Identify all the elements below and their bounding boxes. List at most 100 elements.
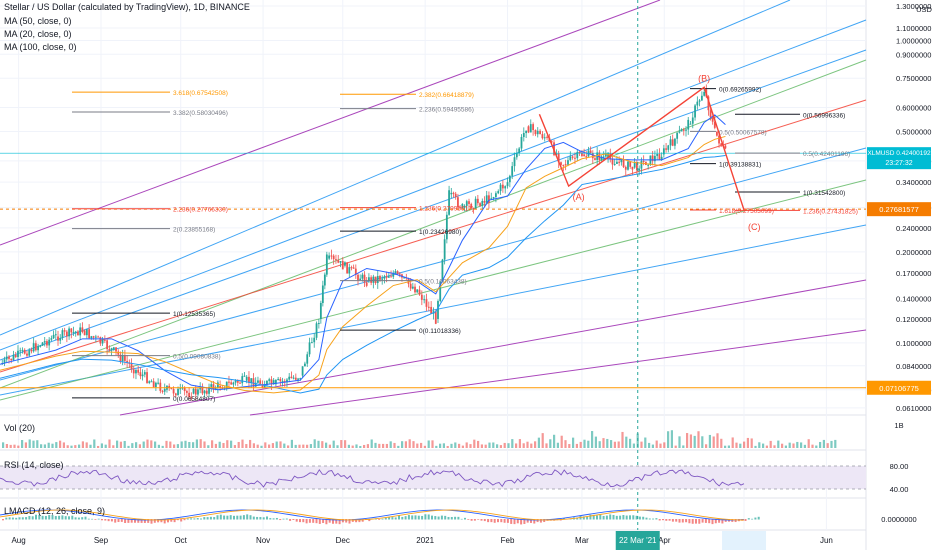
volume-bar xyxy=(598,441,601,448)
candle xyxy=(192,388,195,394)
candle xyxy=(26,353,28,356)
candle xyxy=(461,203,464,209)
macd-histogram-bar xyxy=(401,516,404,520)
macd-histogram-bar xyxy=(275,517,278,520)
macd-legend[interactable]: LMACD (12, 26, close, 9) xyxy=(4,506,106,516)
volume-bar xyxy=(385,443,388,448)
macd-histogram-bar xyxy=(74,517,77,520)
volume-bar xyxy=(9,444,12,448)
volume-bar xyxy=(591,431,594,448)
volume-bar xyxy=(784,445,787,448)
volume-bar xyxy=(488,442,491,448)
candle xyxy=(308,342,311,355)
candle xyxy=(301,366,304,376)
candle xyxy=(534,129,537,135)
candle xyxy=(297,378,299,380)
candle xyxy=(452,192,455,194)
candle xyxy=(299,378,302,380)
candle xyxy=(65,331,68,337)
volume-bar xyxy=(62,442,65,448)
volume-bar xyxy=(287,445,290,448)
macd-histogram-bar xyxy=(698,519,701,524)
candle xyxy=(270,379,273,385)
chart-title: Stellar / US Dollar (calculated by Tradi… xyxy=(4,2,250,12)
time-axis-label: Aug xyxy=(11,536,25,545)
macd-histogram-bar xyxy=(454,516,457,520)
macd-histogram-bar xyxy=(5,517,8,520)
pitchfork-line xyxy=(249,329,867,416)
candle xyxy=(674,138,676,146)
candle xyxy=(354,268,357,275)
candle xyxy=(416,289,419,293)
macd-histogram-bar xyxy=(642,516,645,520)
macd-histogram-bar xyxy=(117,519,120,523)
macd-histogram-bar xyxy=(289,519,292,521)
fib-label: 0.5(0.09080838) xyxy=(173,354,221,361)
volume-bar xyxy=(180,441,183,448)
volume-bar xyxy=(769,440,772,448)
volume-bar xyxy=(765,445,768,448)
candle xyxy=(199,387,202,390)
volume-bar xyxy=(450,443,453,448)
marker-2-tag: 0.07106775 xyxy=(879,384,919,393)
candle xyxy=(423,299,426,301)
volume-bar xyxy=(112,445,115,448)
ma50-legend[interactable]: MA (50, close, 0) xyxy=(4,16,72,26)
macd-histogram-bar xyxy=(635,515,638,520)
pitchfork-line xyxy=(0,49,867,361)
fib-label: 0.5(0.50067578) xyxy=(719,129,767,136)
macd-histogram-bar xyxy=(414,515,417,520)
macd-histogram-bar xyxy=(629,515,631,520)
candle xyxy=(275,379,277,385)
macd-histogram-bar xyxy=(64,516,67,520)
vol-legend[interactable]: Vol (20) xyxy=(4,423,36,433)
volume-bar xyxy=(32,440,35,448)
volume-bar xyxy=(93,439,96,448)
candle xyxy=(221,388,224,390)
ma100-legend[interactable]: MA (100, close, 0) xyxy=(4,42,77,52)
volume-bar xyxy=(423,445,426,448)
macd-histogram-bar xyxy=(302,519,305,523)
ma20-legend[interactable]: MA (20, close, 0) xyxy=(4,29,72,39)
volume-bar xyxy=(123,440,126,448)
candle xyxy=(370,277,373,283)
time-axis-label: Oct xyxy=(174,536,187,545)
candle xyxy=(711,117,714,122)
macd-histogram-bar xyxy=(196,518,199,520)
volume-bar xyxy=(712,436,715,448)
candle xyxy=(306,354,309,364)
candle xyxy=(481,200,484,206)
volume-bar xyxy=(427,440,430,448)
time-axis-label: Jun xyxy=(820,536,833,545)
candle xyxy=(205,390,208,394)
volume-bar xyxy=(731,437,734,448)
volume-bar xyxy=(716,433,719,448)
macd-histogram-bar xyxy=(681,519,684,523)
candle xyxy=(283,380,286,383)
macd-histogram-bar xyxy=(114,519,117,523)
macd-histogram-bar xyxy=(209,516,212,520)
rsi-legend[interactable]: RSI (14, close) xyxy=(4,460,64,470)
volume-bar xyxy=(594,436,597,448)
volume-bar xyxy=(606,438,609,448)
macd-signal-line xyxy=(0,509,745,521)
volume-bar xyxy=(268,444,271,448)
candle xyxy=(39,345,42,347)
volume-bar xyxy=(173,444,176,448)
volume-bar xyxy=(754,445,757,448)
volume-bar xyxy=(17,445,20,448)
time-axis-label: Mar xyxy=(575,536,589,545)
candle xyxy=(724,145,727,149)
macd-histogram-bar xyxy=(685,519,688,523)
macd-histogram-bar xyxy=(157,519,160,523)
fib-label: 0.5(0.42401196) xyxy=(803,151,850,158)
price-tick-label: 1.3000000 xyxy=(896,2,931,11)
candle xyxy=(277,378,280,380)
candle xyxy=(660,156,663,160)
volume-bar xyxy=(724,445,727,448)
candle xyxy=(497,191,500,194)
fib-label: 2.236(0.59495586) xyxy=(419,107,474,114)
candle xyxy=(372,276,375,283)
macd-histogram-bar xyxy=(134,519,136,523)
